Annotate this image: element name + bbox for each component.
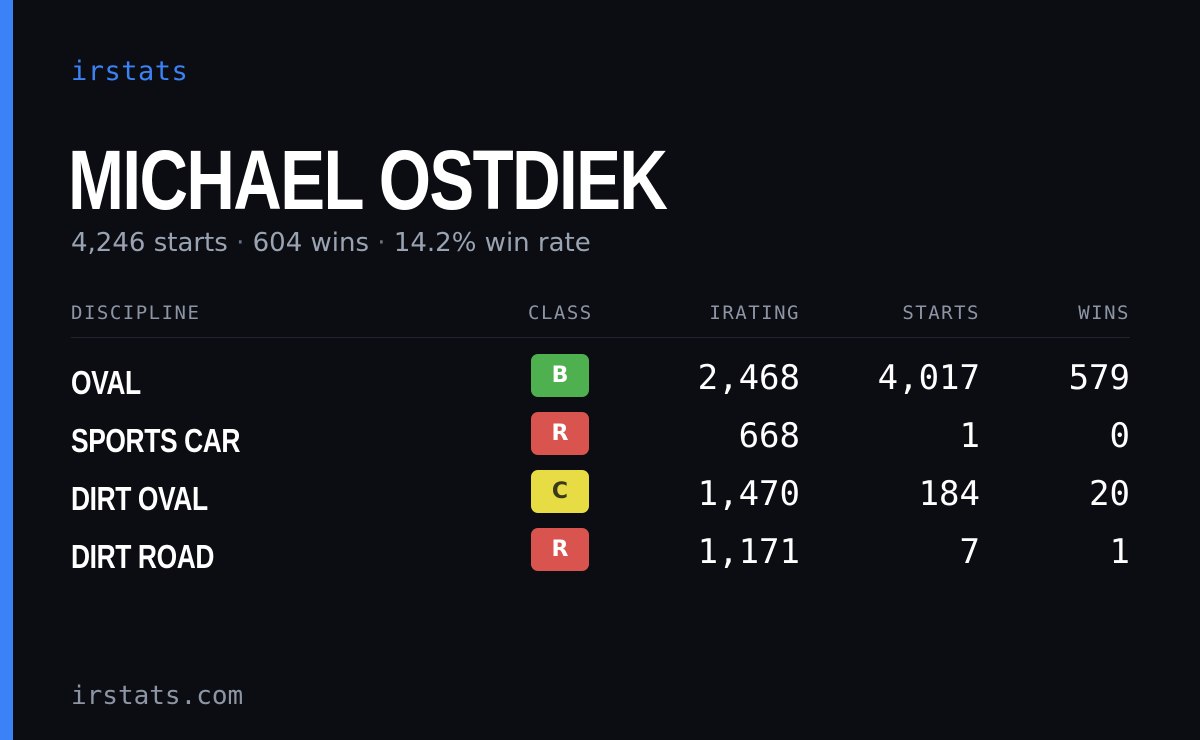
win-rate-summary: 14.2% win rate xyxy=(393,228,591,258)
starts-value: 184 xyxy=(918,474,980,514)
brand-logo-text[interactable]: irstats xyxy=(71,56,189,87)
table-row: DIRT ROAD R 1,171 7 1 xyxy=(0,528,1200,586)
class-badge: R xyxy=(531,528,589,571)
summary-separator: · xyxy=(377,228,386,258)
discipline-name: DIRT ROAD xyxy=(71,538,215,575)
irating-value: 1,470 xyxy=(697,474,800,514)
table-row: OVAL B 2,468 4,017 579 xyxy=(0,354,1200,412)
discipline-name: OVAL xyxy=(71,364,141,401)
summary-separator: · xyxy=(236,228,245,258)
starts-value: 4,017 xyxy=(877,358,980,398)
irating-value: 1,171 xyxy=(697,532,800,572)
header-discipline: DISCIPLINE xyxy=(71,302,201,324)
starts-value: 7 xyxy=(959,532,980,572)
accent-bar xyxy=(0,0,13,740)
wins-summary: 604 wins xyxy=(252,228,370,258)
header-divider xyxy=(71,337,1130,338)
header-wins: WINS xyxy=(1078,302,1130,324)
table-row: SPORTS CAR R 668 1 0 xyxy=(0,412,1200,470)
driver-summary: 4,246 starts · 604 wins · 14.2% win rate xyxy=(71,228,591,258)
class-badge: C xyxy=(531,470,589,513)
header-starts: STARTS xyxy=(902,302,980,324)
table-row: DIRT OVAL C 1,470 184 20 xyxy=(0,470,1200,528)
wins-value: 1 xyxy=(1109,532,1130,572)
header-irating: IRATING xyxy=(709,302,800,324)
wins-value: 579 xyxy=(1068,358,1130,398)
wins-value: 0 xyxy=(1109,416,1130,456)
driver-name: MICHAEL OSTDIEK xyxy=(68,133,668,227)
class-badge: B xyxy=(531,354,589,397)
starts-value: 1 xyxy=(959,416,980,456)
header-class: CLASS xyxy=(528,302,593,324)
discipline-name: DIRT OVAL xyxy=(71,480,208,517)
starts-summary: 4,246 starts xyxy=(71,228,228,258)
irating-value: 668 xyxy=(738,416,800,456)
wins-value: 20 xyxy=(1089,474,1130,514)
irating-value: 2,468 xyxy=(697,358,800,398)
class-badge: R xyxy=(531,412,589,455)
footer-url[interactable]: irstats.com xyxy=(71,681,244,711)
discipline-name: SPORTS CAR xyxy=(71,422,241,459)
